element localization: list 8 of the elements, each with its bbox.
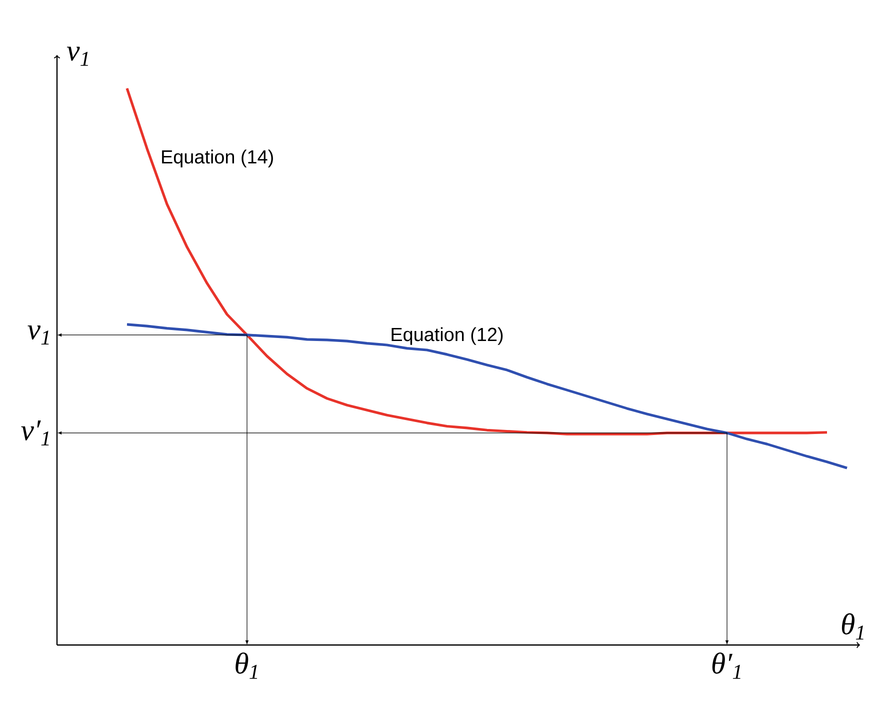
series-label: Equation (14) [162,150,273,168]
x-axis-title: θ$_{1}$ [842,613,864,640]
ref-line-label: v$_{1}$ [28,325,49,344]
ref-line-label: v′$_{1}$ [21,420,49,446]
text: θ′$_{1}$ [712,652,740,679]
y-axis-title: v$_{1}$ [66,46,88,66]
series-label: Equation (12) [392,327,503,345]
text: θ$_{1}$ [236,652,258,679]
